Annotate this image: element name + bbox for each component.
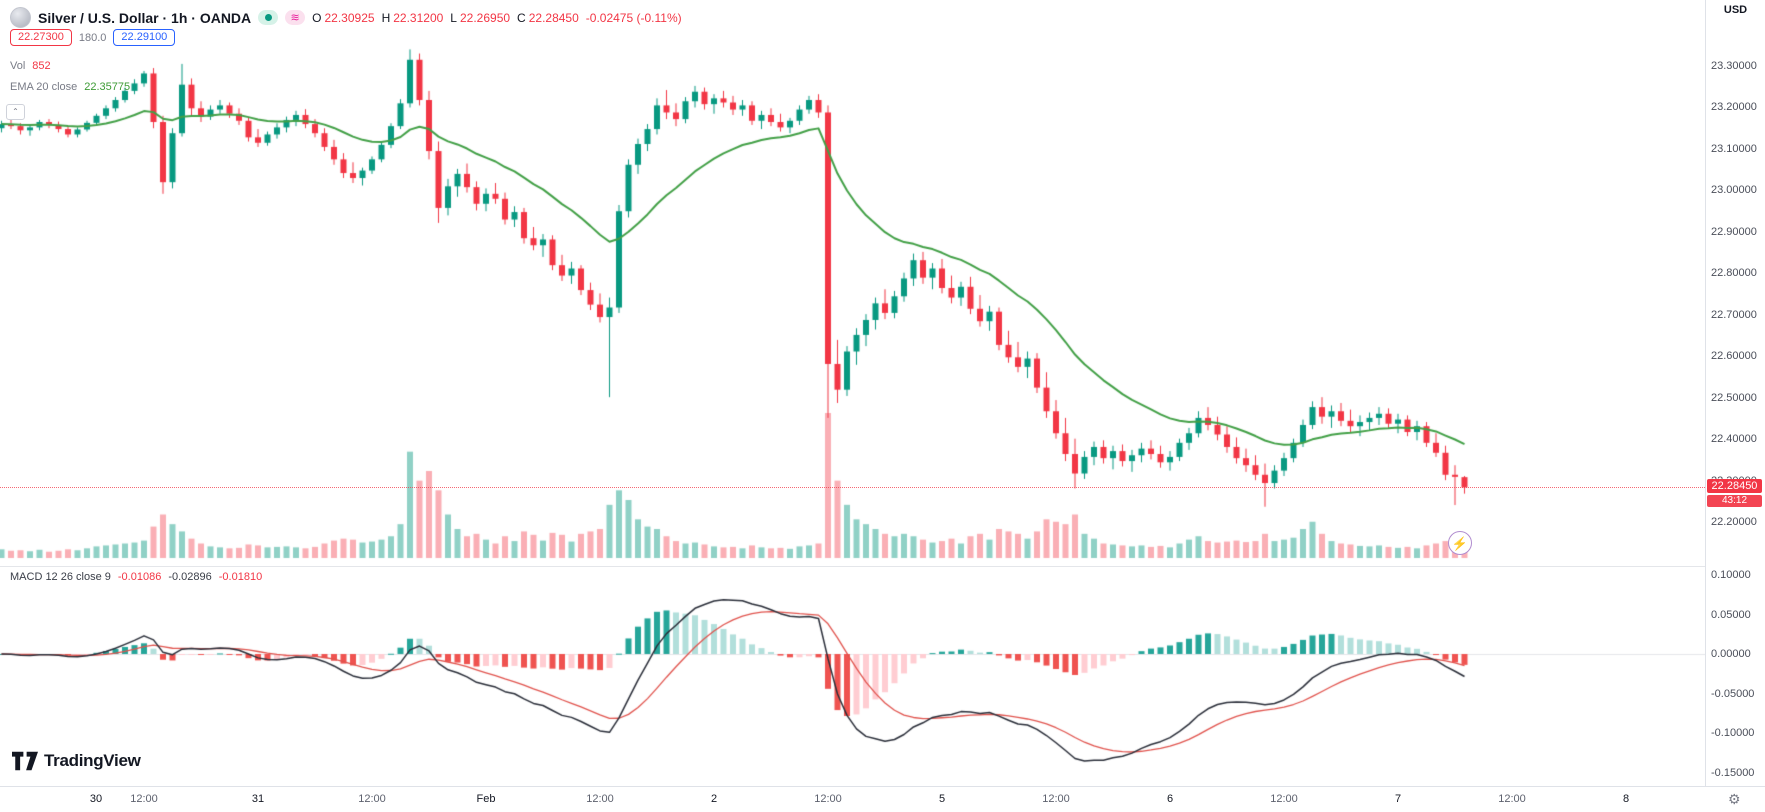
ema-legend[interactable]: EMA 20 close 22.35775	[10, 81, 130, 93]
volume-label: Vol	[10, 60, 26, 72]
instant-trade-button[interactable]: ⚡	[1448, 531, 1472, 555]
time-tick-label: 12:00	[358, 793, 386, 805]
time-tick-label: Feb	[476, 793, 496, 805]
settings-gear-icon[interactable]: ⚙	[1728, 791, 1741, 807]
low-label: L	[450, 10, 457, 25]
chart-canvas[interactable]	[0, 0, 1705, 786]
tradingview-logo[interactable]: TradingView	[12, 751, 141, 771]
close-value: 22.28450	[528, 10, 579, 25]
last-price-chip: 22.28450	[1707, 479, 1762, 493]
price-tick-label: 23.00000	[1711, 184, 1757, 197]
ema-label: EMA 20 close	[10, 81, 78, 93]
close-label: C	[517, 10, 526, 25]
macd-tick-label: -0.10000	[1711, 727, 1755, 739]
macd-signal-value: -0.01810	[218, 571, 263, 583]
price-tick-label: 22.60000	[1711, 350, 1757, 363]
market-status-button[interactable]	[258, 10, 279, 25]
tradingview-logo-text: TradingView	[44, 751, 141, 770]
ema-value: 22.35775	[84, 81, 131, 93]
macd-tick-label: -0.15000	[1711, 766, 1755, 779]
high-label: H	[381, 10, 391, 25]
last-price-line	[0, 487, 1705, 488]
low-value: 22.26950	[459, 10, 511, 25]
time-tick-label: 12:00	[1270, 793, 1298, 805]
time-tick-label: 30	[89, 793, 103, 805]
macd-title: MACD 12 26 close 9	[10, 571, 111, 583]
price-tick-label: 23.10000	[1711, 142, 1757, 155]
instrument-logo-icon	[10, 7, 31, 28]
main-legend: Silver / U.S. Dollar · 1h · OANDA ≋ O 22.…	[10, 7, 682, 28]
trade-chips-row: 22.27300 180.0 22.29100	[10, 29, 176, 46]
macd-tick-label: 0.05000	[1711, 608, 1751, 621]
price-tick-label: 23.20000	[1711, 101, 1757, 114]
price-tick-label: 22.90000	[1711, 225, 1757, 238]
time-tick-label: 12:00	[1498, 793, 1526, 805]
time-tick-label: 5	[938, 793, 946, 805]
time-tick-label: 8	[1622, 793, 1630, 805]
macd-line-value: -0.02896	[168, 571, 212, 583]
bar-countdown-chip: 43:12	[1707, 495, 1762, 507]
tradingview-mark-icon	[12, 751, 38, 771]
time-tick-label: 12:00	[1042, 793, 1070, 805]
time-tick-label: 12:00	[130, 793, 158, 805]
price-tick-label: 22.70000	[1711, 308, 1757, 321]
volume-legend[interactable]: Vol 852	[10, 60, 51, 72]
time-tick-label: 7	[1394, 793, 1402, 805]
price-axis[interactable]: USD 23.30000 23.20000 23.10000 23.00000 22.9…	[1706, 0, 1765, 786]
change-value: -0.02475 (-0.11%)	[585, 10, 682, 25]
open-value: 22.30925	[324, 10, 375, 25]
macd-tick-label: 0.00000	[1711, 648, 1751, 660]
price-tick-label: 22.20000	[1711, 516, 1757, 529]
sell-price-chip[interactable]: 22.27300	[10, 29, 72, 46]
time-tick-label: 2	[710, 793, 718, 805]
price-tick-label: 22.40000	[1711, 433, 1757, 446]
price-axis-border	[1705, 0, 1706, 812]
status-dot-icon	[264, 14, 272, 21]
macd-tick-label: -0.05000	[1711, 687, 1755, 700]
time-axis[interactable]: 30 12:00 31 12:00 Feb 12:00 2 12:00 5 12:00 6 12:00…	[0, 786, 1765, 812]
currency-button[interactable]: USD	[1723, 4, 1748, 16]
high-value: 22.31200	[393, 10, 444, 25]
buy-price-chip[interactable]: 22.29100	[113, 29, 176, 46]
price-tick-label: 22.80000	[1711, 267, 1757, 280]
macd-hist-value: -0.01086	[117, 571, 162, 583]
pane-collapse-button[interactable]: ⌃	[6, 104, 25, 120]
volume-value: 852	[32, 60, 51, 72]
wave-icon[interactable]: ≋	[285, 10, 306, 25]
price-tick-label: 23.30000	[1711, 59, 1757, 72]
spread-value: 180.0	[78, 31, 107, 44]
macd-tick-label: 0.10000	[1711, 569, 1751, 581]
time-tick-label: 31	[251, 793, 265, 805]
open-label: O	[312, 10, 322, 25]
pane-separator[interactable]	[0, 566, 1765, 567]
price-tick-label: 22.50000	[1711, 391, 1757, 404]
symbol-title[interactable]: Silver / U.S. Dollar · 1h · OANDA	[38, 9, 252, 26]
time-tick-label: 12:00	[586, 793, 614, 805]
time-tick-label: 12:00	[814, 793, 842, 805]
time-tick-label: 6	[1166, 793, 1174, 805]
macd-legend[interactable]: MACD 12 26 close 9 -0.01086 -0.02896 -0.…	[10, 571, 262, 583]
